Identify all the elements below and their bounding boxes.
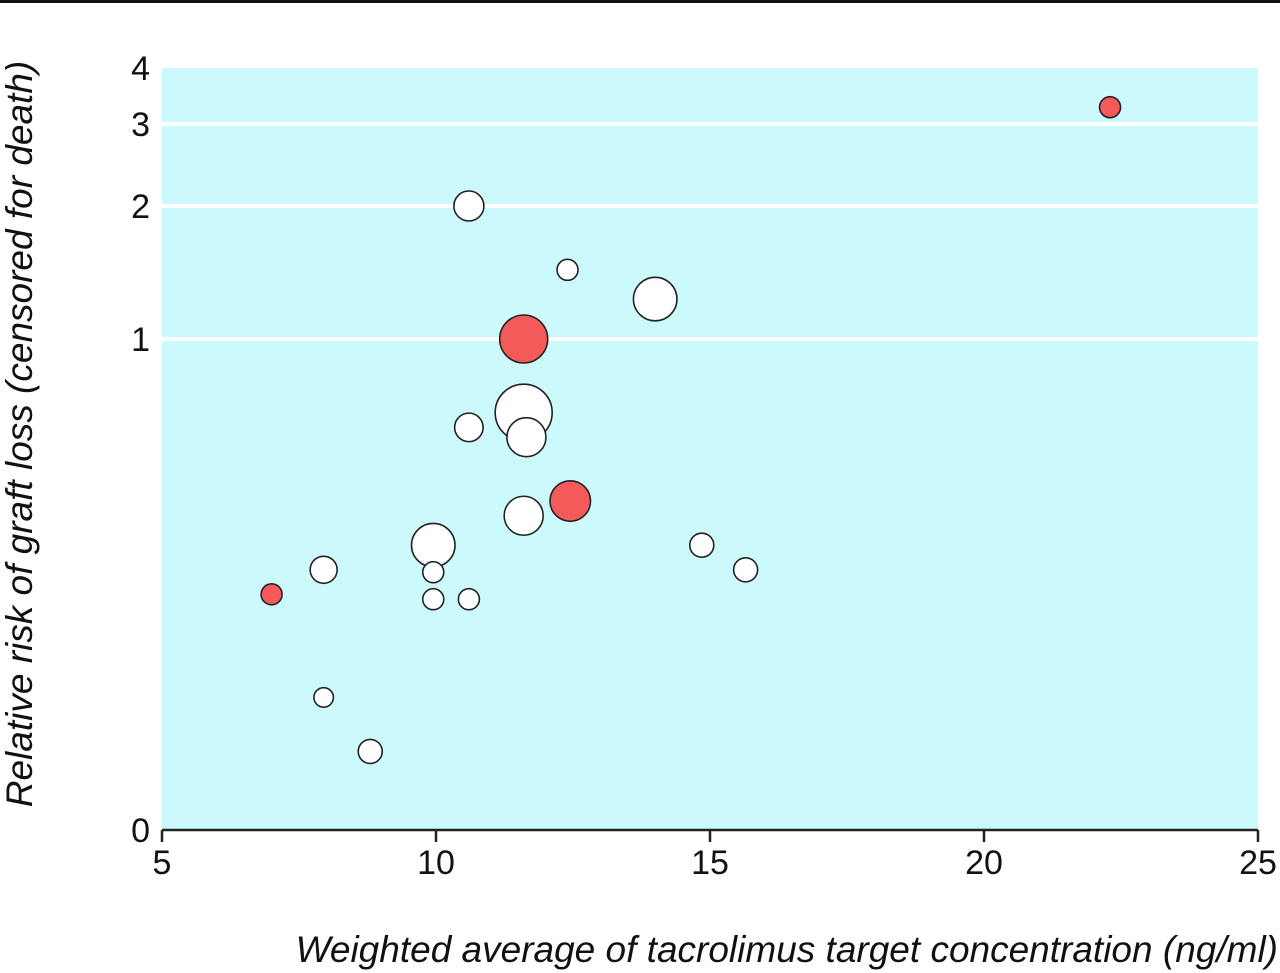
x-axis-title: Weighted average of tacrolimus target co… — [296, 929, 1278, 970]
x-tick-label-1: 10 — [417, 844, 455, 882]
x-tick-label-3: 20 — [965, 844, 1003, 882]
y-tick-label-3: 3 — [131, 106, 150, 144]
y-tick-label-1: 1 — [131, 321, 150, 359]
open-point-19 — [357, 738, 384, 765]
y-tick-label-0: 0 — [131, 812, 150, 850]
open-point-14 — [732, 556, 759, 583]
y-tick-label-2: 2 — [131, 188, 150, 226]
filled-point-8 — [549, 479, 592, 523]
open-point-13 — [421, 560, 445, 584]
open-point-7 — [506, 416, 547, 458]
y-axis-ticks: 0 1 2 3 4 — [131, 50, 150, 850]
open-point-12 — [309, 555, 338, 585]
open-point-18 — [313, 686, 335, 708]
open-point-16 — [421, 587, 445, 611]
plot-area — [162, 68, 1258, 830]
data-points — [260, 95, 1122, 765]
gridlines — [162, 122, 1258, 341]
filled-point-4 — [498, 314, 549, 364]
x-tick-label-4: 25 — [1239, 844, 1277, 882]
open-point-1 — [453, 190, 485, 222]
x-tick-label-2: 15 — [691, 844, 729, 882]
open-point-2 — [556, 258, 579, 282]
y-tick-label-4: 4 — [131, 50, 150, 88]
x-tick-label-0: 5 — [153, 844, 172, 882]
y-axis-title: Relative risk of graft loss (censored fo… — [0, 61, 40, 808]
filled-point-15 — [260, 583, 283, 606]
x-axis-ticks: 5 10 15 20 25 — [153, 830, 1277, 882]
open-point-3 — [632, 276, 678, 322]
open-point-17 — [457, 587, 481, 611]
open-point-9 — [503, 495, 544, 537]
filled-point-0 — [1098, 95, 1122, 119]
open-point-10 — [410, 522, 456, 568]
open-point-11 — [688, 532, 715, 559]
open-point-6 — [453, 412, 484, 443]
